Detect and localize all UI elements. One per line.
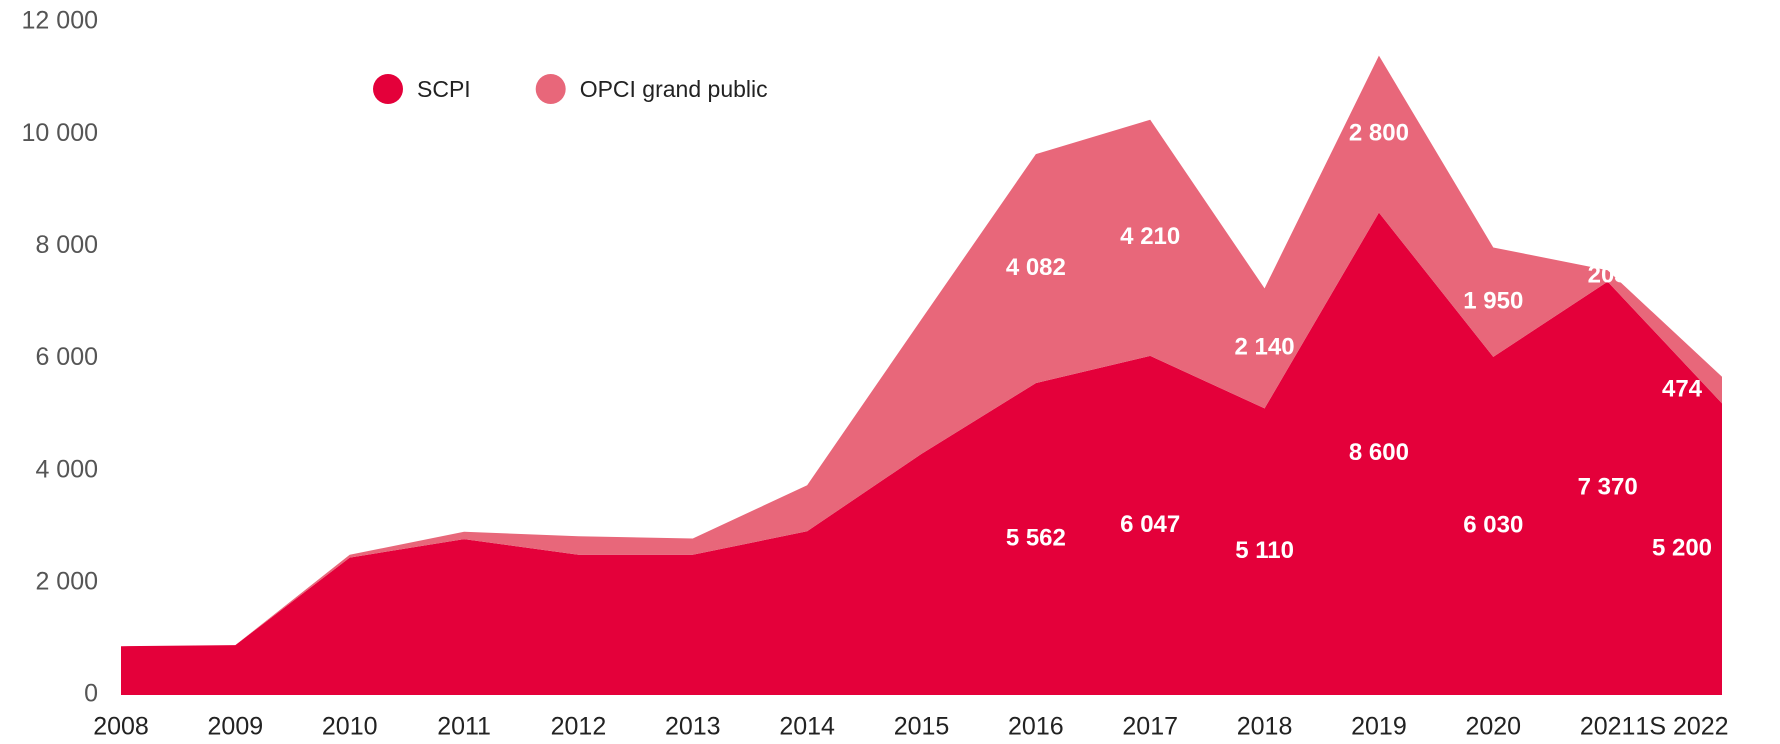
data-label: 1 950 <box>1463 287 1523 314</box>
legend-swatch <box>373 74 403 104</box>
data-label: 2 140 <box>1235 334 1295 361</box>
y-tick-label: 8 000 <box>35 231 98 259</box>
y-tick-label: 10 000 <box>22 119 98 147</box>
data-label: 474 <box>1662 375 1703 402</box>
area <box>121 55 1722 647</box>
data-label: 5 200 <box>1652 535 1712 562</box>
x-tick-label: 2010 <box>322 713 378 741</box>
legend-label: SCPI <box>417 76 471 102</box>
data-label: 7 370 <box>1578 474 1638 501</box>
data-label: 5 110 <box>1235 537 1294 564</box>
x-tick-label: 2021 <box>1580 713 1636 741</box>
x-tick-label: 1S 2022 <box>1635 713 1728 741</box>
x-tick-label: 2018 <box>1237 713 1293 741</box>
x-tick-label: 2017 <box>1122 713 1178 741</box>
y-tick-label: 6 000 <box>35 343 98 371</box>
data-label: 4 210 <box>1120 223 1180 250</box>
legend-swatch <box>535 74 566 104</box>
x-tick-label: 2019 <box>1351 713 1407 741</box>
x-tick-label: 2011 <box>437 713 491 741</box>
x-tick-label: 2014 <box>779 713 835 741</box>
data-label: 8 600 <box>1349 439 1409 466</box>
data-label: 4 082 <box>1006 254 1066 281</box>
x-tick-label: 2020 <box>1465 713 1521 741</box>
x-tick-label: 2008 <box>93 713 149 741</box>
data-label: 5 562 <box>1006 524 1066 551</box>
y-tick-label: 0 <box>84 680 98 708</box>
x-tick-label: 2016 <box>1008 713 1064 741</box>
x-tick-label: 2015 <box>894 713 950 741</box>
data-label: 6 047 <box>1120 511 1180 538</box>
x-tick-label: 2012 <box>551 713 607 741</box>
legend-label: OPCI grand public <box>580 76 768 102</box>
x-tick-label: 2013 <box>665 713 721 741</box>
data-label: 203 <box>1588 261 1628 288</box>
data-label: 6 030 <box>1463 511 1523 538</box>
y-tick-label: 2 000 <box>35 567 98 595</box>
x-tick-label: 2009 <box>208 713 264 741</box>
data-label: 2 800 <box>1349 120 1409 147</box>
y-tick-label: 4 000 <box>35 455 98 483</box>
y-tick-label: 12 000 <box>22 7 98 35</box>
